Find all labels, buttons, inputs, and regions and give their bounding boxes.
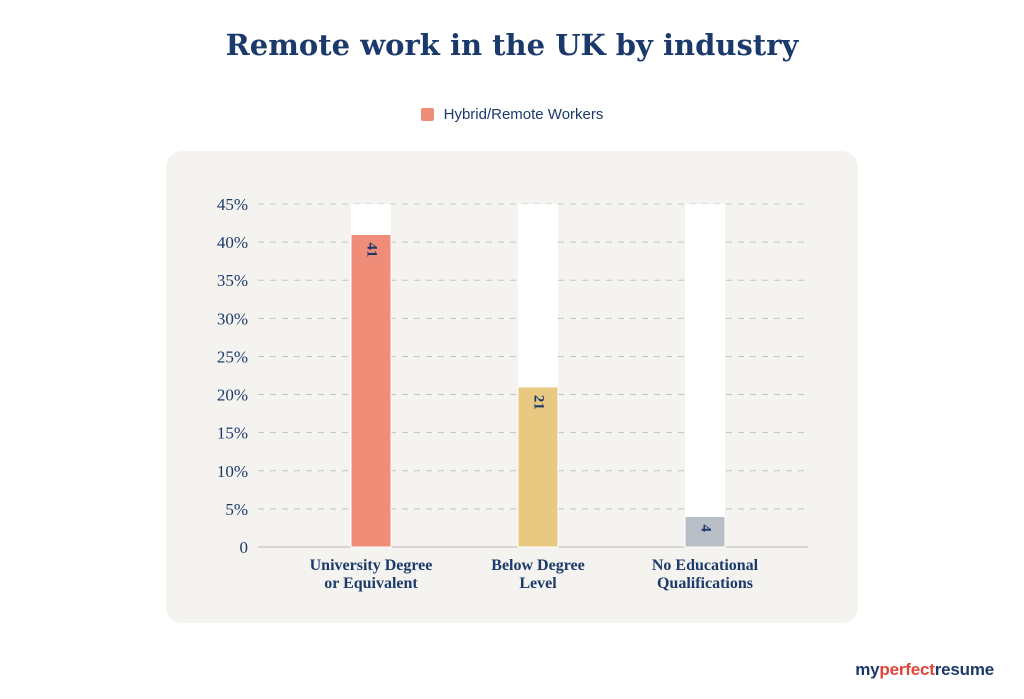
bar [684,516,726,548]
x-category-label: Qualifications [657,575,753,592]
chart-title: Remote work in the UK by industry [225,28,799,62]
y-tick-label: 10% [217,462,248,481]
y-tick-label: 35% [217,271,248,290]
y-tick-label: 15% [217,424,248,443]
bar-value-label: 4 [698,525,714,533]
x-category-label: or Equivalent [324,575,418,592]
x-category-label: Below Degree [491,557,584,574]
legend-swatch [420,108,434,121]
chart-panel [166,151,858,623]
bar-value-label: 21 [531,395,547,410]
y-tick-label: 20% [217,386,248,405]
x-category-label: University Degree [310,557,433,574]
y-tick-label: 30% [217,309,248,328]
y-tick-label: 40% [217,233,248,252]
y-tick-label: 5% [225,500,248,519]
bar-value-label: 41 [364,242,380,257]
legend: Hybrid/Remote Workers [0,106,1024,123]
x-category-label: No Educational [652,557,759,574]
y-tick-label: 25% [217,347,248,366]
bar-background [685,204,725,547]
bar [350,233,392,548]
y-tick-label: 0 [240,538,249,557]
brand-logo: myperfectresume [855,660,994,679]
x-category-label: Level [519,575,557,592]
bar [517,386,559,548]
legend-label: Hybrid/Remote Workers [443,106,604,123]
y-tick-label: 45% [217,195,248,214]
